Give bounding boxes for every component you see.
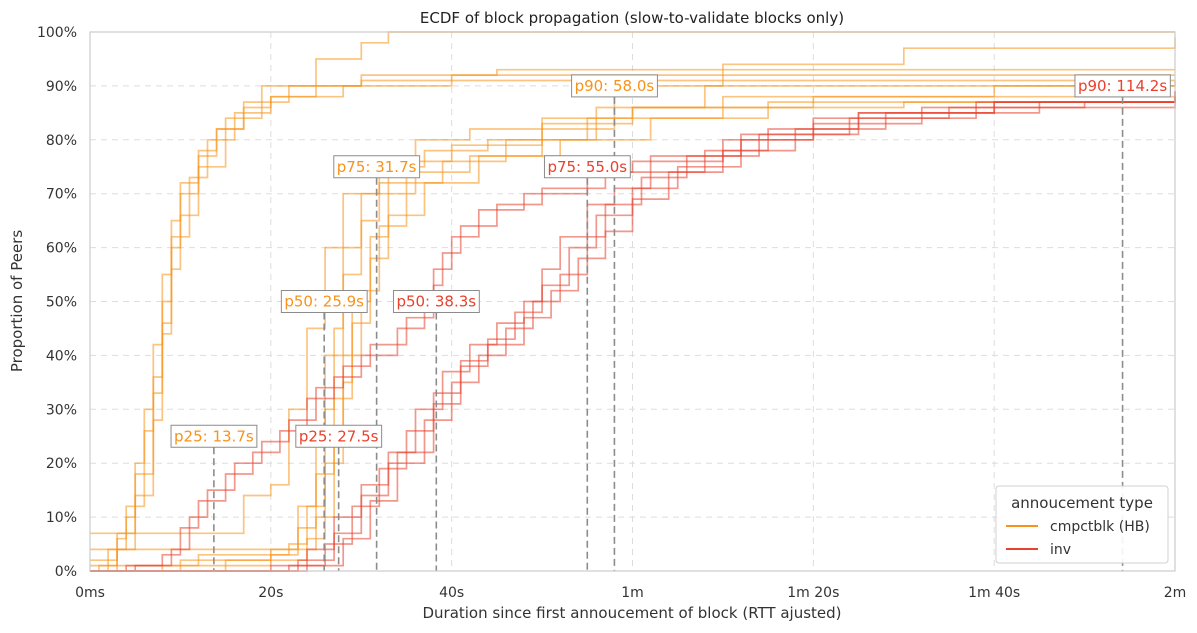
percentile-label: p75: 31.7s (337, 158, 417, 176)
y-tick-label: 60% (46, 241, 77, 257)
percentile-label-box (333, 155, 421, 179)
percentile-label: p25: 27.5s (299, 427, 379, 445)
y-tick-label: 10% (46, 510, 77, 526)
legend-box (995, 485, 1169, 564)
percentile-label: p50: 38.3s (396, 293, 476, 311)
percentile-label-box (571, 74, 658, 98)
ecdf-line-inv (90, 91, 1176, 572)
y-tick-label: 0% (55, 564, 77, 580)
y-axis-label: Proportion of Peers (8, 230, 26, 373)
percentile-annotation: p75: 31.7s (333, 155, 421, 179)
x-tick-label: 1m 20s (787, 585, 839, 601)
percentile-annotation: p25: 27.5s (295, 424, 383, 448)
x-tick-label: 1m (621, 585, 644, 601)
x-tick-label: 2m (1164, 585, 1187, 601)
x-tick-label: 0ms (75, 585, 105, 601)
x-tick-label: 40s (439, 585, 464, 601)
y-tick-label: 50% (46, 295, 77, 311)
legend-label-inv: inv (1050, 542, 1071, 558)
percentile-label: p90: 114.2s (1078, 77, 1167, 95)
percentile-label-box (170, 424, 258, 448)
ecdf-line-cmpctblk (90, 31, 1175, 572)
ecdf-line-inv (90, 96, 1176, 572)
percentile-label: p50: 25.9s (284, 293, 364, 311)
y-tick-label: 40% (46, 348, 77, 364)
percentile-label-box (543, 155, 631, 179)
y-tick-label: 20% (46, 456, 77, 472)
y-tick-label: 90% (46, 79, 77, 95)
percentile-annotation: p25: 13.7s (170, 424, 258, 448)
percentile-label-box (295, 424, 383, 448)
percentile-label-box (1074, 74, 1171, 98)
percentile-label-box (280, 290, 368, 313)
percentile-annotation: p50: 38.3s (392, 290, 480, 313)
percentile-label: p25: 13.7s (174, 427, 254, 445)
x-tick-label: 1m 40s (968, 585, 1020, 601)
percentile-annotation: p90: 58.0s (571, 74, 658, 98)
percentile-label: p75: 55.0s (547, 158, 627, 176)
legend-label-cmpctblk: cmpctblk (HB) (1050, 519, 1150, 535)
percentile-label: p90: 58.0s (575, 77, 655, 95)
y-tick-label: 80% (46, 133, 77, 149)
percentile-labels: p25: 13.7s p50: 25.9s p75: 31.7s p90: 58.0s… (170, 74, 1171, 448)
ecdf-line-inv (90, 96, 1176, 572)
percentile-annotation: p90: 114.2s (1074, 74, 1171, 98)
y-tick-label: 30% (46, 402, 77, 418)
legend: annoucement type cmpctblk (HB) inv (995, 485, 1169, 564)
y-tick-label: 100% (37, 25, 77, 41)
series-lines (90, 31, 1176, 572)
legend-title: annoucement type (1011, 494, 1153, 512)
percentile-label-box (392, 290, 480, 313)
x-tick-label: 20s (258, 585, 283, 601)
axis-ticks: 0% 10% 20% 30% 40% 50% 60% 70% 80% 90% 100% 0ms 20s 4… (37, 25, 1186, 601)
chart-title: ECDF of block propagation (slow-to-valid… (420, 9, 844, 27)
percentile-annotation: p50: 25.9s (280, 290, 368, 313)
x-axis-label: Duration since first annoucement of bloc… (422, 604, 841, 622)
plot-frame (89, 31, 1176, 572)
ecdf-line-cmpctblk (90, 37, 1176, 572)
y-tick-label: 70% (46, 187, 77, 203)
percentile-annotation: p75: 55.0s (543, 155, 631, 179)
